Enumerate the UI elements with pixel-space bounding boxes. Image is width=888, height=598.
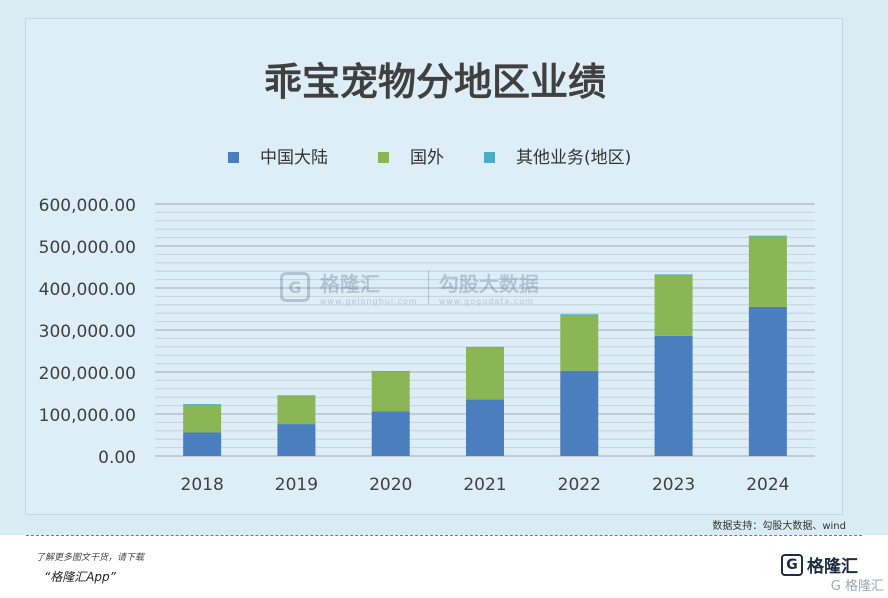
bar-2021-series-3 <box>466 347 504 348</box>
x-tick-label: 2020 <box>369 475 412 495</box>
x-tick-label: 2023 <box>652 475 695 495</box>
y-tick-label: 600,000.00 <box>39 196 136 216</box>
legend-label-3: 其他业务(地区) <box>516 148 631 168</box>
y-tick-label: 200,000.00 <box>39 364 136 384</box>
legend-swatch-1 <box>228 152 239 163</box>
brand-logo-text: 格隆汇 <box>807 557 858 577</box>
chart-frame <box>0 0 888 535</box>
bar-2023-series-1 <box>654 335 693 456</box>
legend-swatch-2 <box>378 152 389 163</box>
footer-divider <box>26 535 862 536</box>
watermark-logo-icon: G <box>280 272 310 302</box>
brand-logo-icon: G <box>781 553 803 576</box>
bar-2022-series-1 <box>560 370 599 456</box>
y-tick-label: 0.00 <box>98 448 136 468</box>
bar-2018-series-2 <box>183 404 222 433</box>
bar-2020-series-2 <box>371 371 410 412</box>
bar-2020-series-3 <box>371 370 410 372</box>
x-tick-label: 2022 <box>558 475 601 495</box>
watermark-sub: www.gelonghui.com <box>320 297 418 306</box>
footer-logo: G 格隆汇 <box>781 552 858 577</box>
y-tick-label: 100,000.00 <box>39 406 136 426</box>
bar-2019-series-1 <box>277 424 316 456</box>
watermark: G 格隆汇 www.gelonghui.com 勾股大数据 www.goguda… <box>280 268 539 306</box>
bar-2018-series-3 <box>183 404 222 405</box>
x-tick-label: 2019 <box>275 475 318 495</box>
bar-2024-series-1 <box>748 306 787 456</box>
watermark-name: 格隆汇 <box>320 272 380 296</box>
watermark-cn: 勾股大数据 <box>438 272 539 296</box>
source-note: 数据支持：勾股大数据、wind <box>712 521 846 532</box>
bar-2019-series-3 <box>277 395 316 397</box>
bar-2024-series-2 <box>748 236 787 307</box>
bar-2020-series-1 <box>371 411 410 456</box>
footer-app-name: “格隆汇App” <box>44 570 116 584</box>
bar-2024-series-3 <box>748 235 787 237</box>
chart-panel <box>25 18 843 515</box>
footer-download-text: 了解更多图文干货，请下载 <box>36 553 145 563</box>
x-tick-label: 2018 <box>181 475 224 495</box>
bar-2023-series-3 <box>654 274 693 276</box>
bar-2021-series-1 <box>466 399 504 456</box>
corner-watermark: G 格隆汇 <box>830 579 884 594</box>
bar-2022-series-2 <box>560 314 599 371</box>
chart-title: 乖宝宠物分地区业绩 <box>264 60 606 104</box>
bar-2018-series-1 <box>183 432 222 456</box>
legend-swatch-3 <box>484 152 495 163</box>
y-tick-label: 400,000.00 <box>39 280 136 300</box>
bar-2023-series-2 <box>654 274 693 336</box>
bar-2019-series-2 <box>277 395 316 425</box>
x-tick-label: 2021 <box>463 475 506 495</box>
bar-2021-series-2 <box>466 347 504 400</box>
x-tick-label: 2024 <box>746 475 789 495</box>
y-tick-label: 300,000.00 <box>39 322 136 342</box>
y-tick-label: 500,000.00 <box>39 238 136 258</box>
legend-label-2: 国外 <box>410 148 444 168</box>
bar-2022-series-3 <box>560 314 599 316</box>
watermark-separator <box>427 270 429 304</box>
watermark-url: www.gogudata.com <box>438 297 534 306</box>
legend-label-1: 中国大陆 <box>260 148 328 168</box>
